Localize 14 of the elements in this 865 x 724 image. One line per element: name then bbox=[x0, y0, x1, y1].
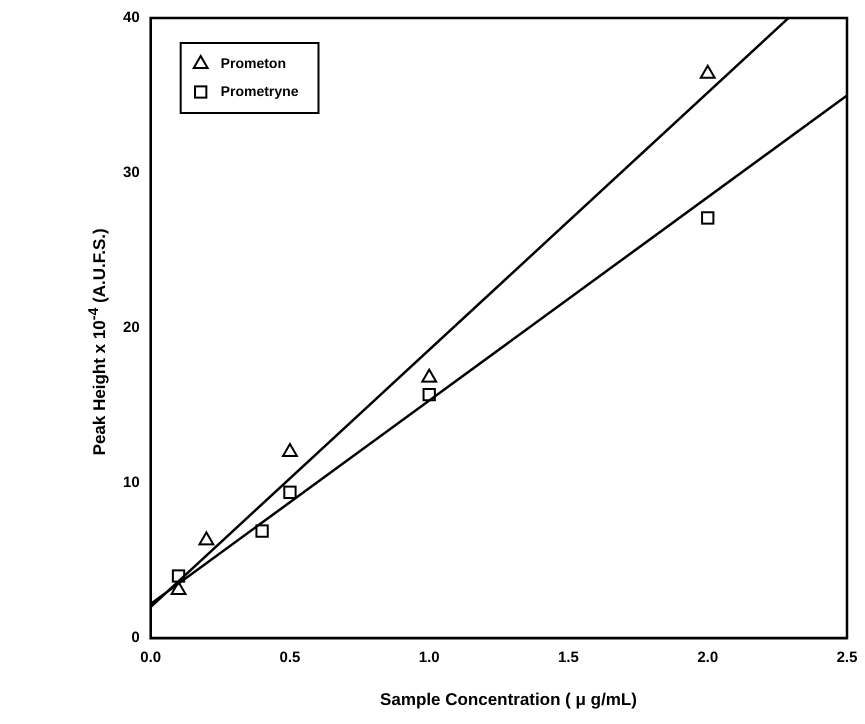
legend-label: Prometryne bbox=[220, 82, 299, 99]
y-tick-label: 40 bbox=[122, 9, 140, 26]
y-tick-label: 20 bbox=[122, 319, 140, 336]
y-tick-label: 10 bbox=[122, 474, 140, 492]
x-tick-label: 1.0 bbox=[418, 649, 440, 666]
x-tick-label: 2.5 bbox=[836, 649, 858, 666]
x-tick-label: 2.0 bbox=[697, 649, 718, 666]
x-tick-label: 0.5 bbox=[280, 649, 300, 666]
x-tick-label: 0.0 bbox=[140, 649, 162, 666]
legend-label: Prometon bbox=[220, 54, 286, 71]
x-tick-label: 1.5 bbox=[558, 649, 579, 666]
y-tick-label: 30 bbox=[122, 164, 140, 182]
x-axis-title: Sample Concentration ( μ g/mL) bbox=[379, 690, 638, 710]
y-tick-label: 0 bbox=[131, 629, 140, 646]
